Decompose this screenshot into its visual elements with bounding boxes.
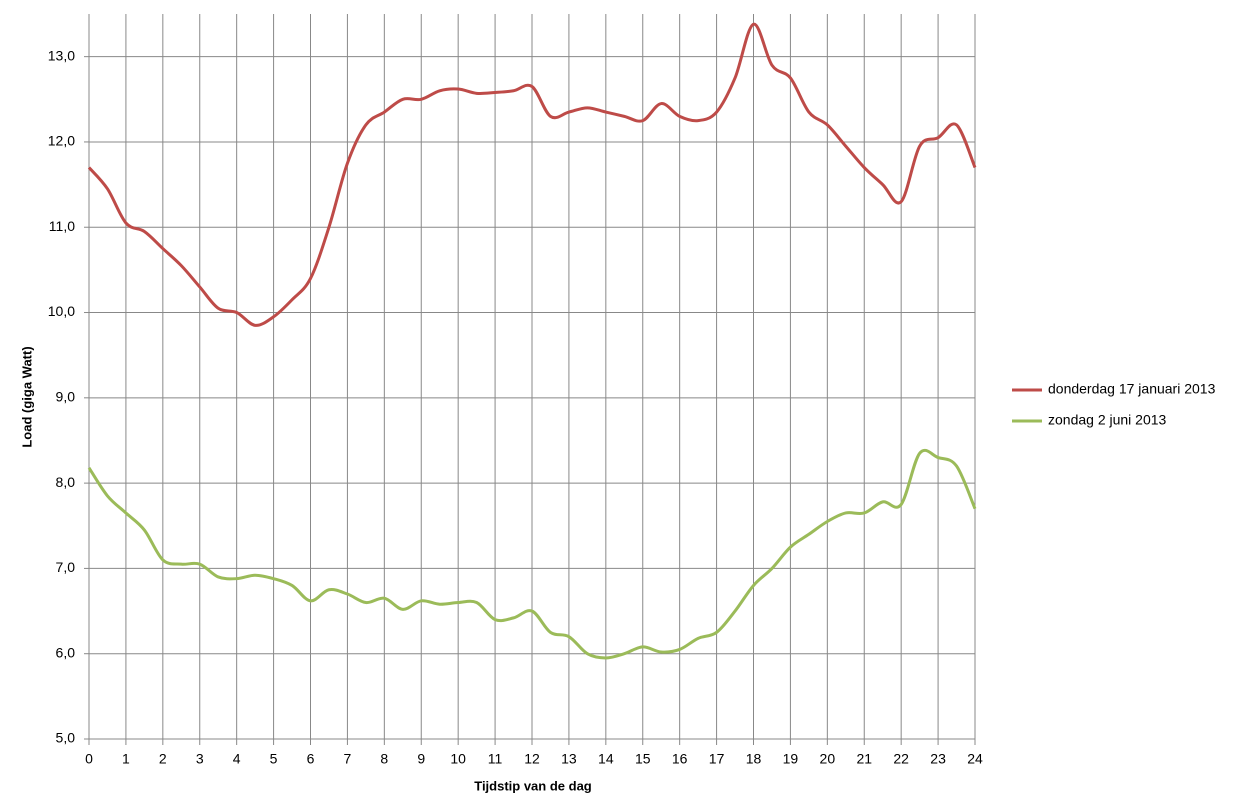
x-axis-title: Tijdstip van de dag — [474, 778, 592, 793]
legend-label: zondag 2 juni 2013 — [1048, 412, 1167, 428]
x-tick-label: 3 — [196, 751, 204, 767]
x-tick-label: 10 — [450, 751, 466, 767]
x-tick-label: 7 — [344, 751, 352, 767]
x-tick-label: 5 — [270, 751, 278, 767]
x-tick-label: 17 — [709, 751, 725, 767]
y-tick-label: 6,0 — [56, 644, 76, 660]
x-tick-label: 22 — [893, 751, 909, 767]
y-tick-label: 8,0 — [56, 474, 76, 490]
y-tick-label: 7,0 — [56, 559, 76, 575]
x-tick-label: 21 — [856, 751, 872, 767]
x-tick-label: 8 — [380, 751, 388, 767]
x-tick-label: 19 — [783, 751, 799, 767]
series-line — [87, 22, 977, 327]
x-tick-label: 2 — [159, 751, 167, 767]
x-tick-label: 9 — [417, 751, 425, 767]
x-tick-label: 13 — [561, 751, 577, 767]
x-tick-label: 6 — [307, 751, 315, 767]
x-tick-label: 0 — [85, 751, 93, 767]
x-tick-label: 14 — [598, 751, 614, 767]
x-tick-label: 4 — [233, 751, 241, 767]
x-tick-label: 18 — [746, 751, 762, 767]
y-axis-title: Load (giga Watt) — [19, 346, 34, 447]
x-tick-label: 12 — [524, 751, 540, 767]
series-line — [87, 448, 977, 660]
y-tick-label: 5,0 — [56, 730, 76, 746]
y-tick-label: 10,0 — [48, 303, 75, 319]
x-tick-label: 20 — [820, 751, 836, 767]
y-tick-label: 13,0 — [48, 47, 75, 63]
x-tick-label: 16 — [672, 751, 688, 767]
legend-label: donderdag 17 januari 2013 — [1048, 381, 1216, 397]
x-tick-label: 24 — [967, 751, 983, 767]
y-tick-label: 9,0 — [56, 389, 76, 405]
y-tick-label: 11,0 — [49, 218, 75, 234]
x-tick-label: 23 — [930, 751, 946, 767]
x-tick-label: 1 — [122, 751, 130, 767]
x-tick-label: 15 — [635, 751, 651, 767]
x-tick-label: 11 — [488, 751, 503, 767]
y-tick-label: 12,0 — [48, 133, 75, 149]
